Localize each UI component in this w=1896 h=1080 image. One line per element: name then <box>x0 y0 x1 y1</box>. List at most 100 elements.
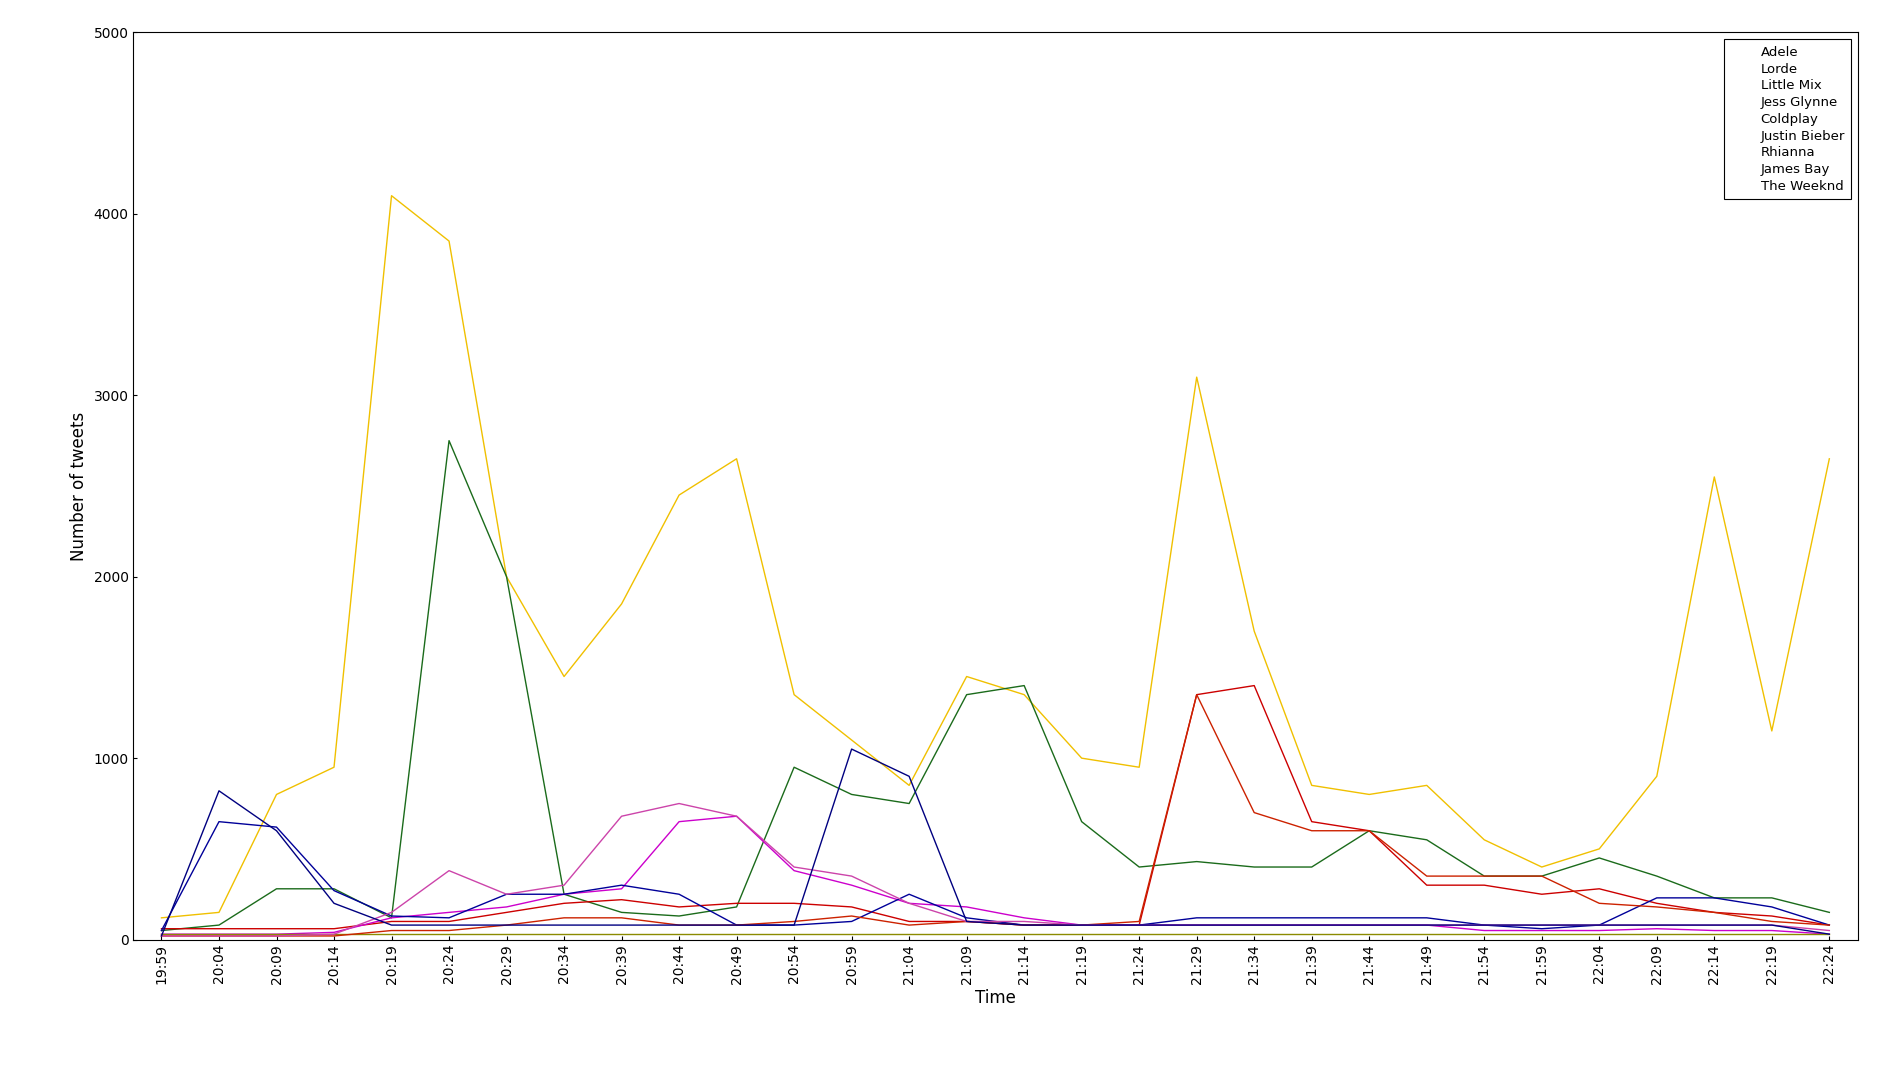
Little Mix <box>1185 688 1208 701</box>
Justin Bieber <box>1358 928 1380 941</box>
The Weeknd <box>897 770 920 783</box>
James Bay <box>1301 919 1323 932</box>
Justin Bieber <box>1414 928 1437 941</box>
Justin Bieber <box>611 928 633 941</box>
Jess Glynne <box>1587 924 1610 937</box>
James Bay <box>1242 919 1265 932</box>
Rhianna <box>438 924 461 937</box>
Little Mix <box>1012 919 1035 932</box>
Rhianna <box>1358 824 1380 837</box>
Adele <box>1012 688 1035 701</box>
Adele <box>956 670 978 683</box>
Justin Bieber <box>1473 928 1496 941</box>
James Bay <box>783 861 806 874</box>
Coldplay <box>552 888 574 901</box>
Little Mix <box>265 922 288 935</box>
Rhianna <box>265 930 288 943</box>
Rhianna <box>1128 915 1151 928</box>
Lorde <box>1301 861 1323 874</box>
Coldplay <box>724 919 747 932</box>
Jess Glynne <box>1759 924 1782 937</box>
James Bay <box>552 879 574 892</box>
Lorde <box>1128 861 1151 874</box>
James Bay <box>897 896 920 909</box>
Adele <box>1358 788 1380 801</box>
James Bay <box>1703 919 1725 932</box>
Lorde <box>1473 869 1496 882</box>
Justin Bieber <box>1530 928 1553 941</box>
Coldplay <box>1242 912 1265 924</box>
The Weeknd <box>379 919 402 932</box>
Jess Glynne <box>1818 928 1841 941</box>
James Bay <box>1414 919 1437 932</box>
Jess Glynne <box>1646 922 1668 935</box>
James Bay <box>667 797 690 810</box>
Coldplay <box>956 912 978 924</box>
Lorde <box>322 882 345 895</box>
Line: Lorde: Lorde <box>161 441 1830 931</box>
Jess Glynne <box>495 901 518 914</box>
Coldplay <box>611 879 633 892</box>
Coldplay <box>1414 912 1437 924</box>
Adele <box>1646 770 1668 783</box>
James Bay <box>1759 919 1782 932</box>
Jess Glynne <box>956 901 978 914</box>
Little Mix <box>1473 879 1496 892</box>
Justin Bieber <box>438 928 461 941</box>
Adele <box>667 488 690 501</box>
Jess Glynne <box>1473 924 1496 937</box>
Adele <box>1759 725 1782 738</box>
Lorde <box>667 909 690 922</box>
Adele <box>1818 453 1841 465</box>
Adele <box>783 688 806 701</box>
Coldplay <box>438 912 461 924</box>
Lorde <box>438 434 461 447</box>
The Weeknd <box>611 919 633 932</box>
The Weeknd <box>495 919 518 932</box>
Adele <box>379 189 402 202</box>
Justin Bieber <box>1759 928 1782 941</box>
Little Mix <box>1242 679 1265 692</box>
James Bay <box>1185 919 1208 932</box>
Coldplay <box>1358 912 1380 924</box>
Jess Glynne <box>379 912 402 924</box>
Adele <box>1473 834 1496 847</box>
The Weeknd <box>438 919 461 932</box>
James Bay <box>265 930 288 943</box>
Rhianna <box>322 930 345 943</box>
Rhianna <box>1301 824 1323 837</box>
The Weeknd <box>207 784 231 797</box>
The Weeknd <box>956 915 978 928</box>
Rhianna <box>840 909 863 922</box>
Coldplay <box>150 924 173 937</box>
Coldplay <box>1185 912 1208 924</box>
Little Mix <box>1301 815 1323 828</box>
Little Mix <box>897 915 920 928</box>
Little Mix <box>611 893 633 906</box>
Lorde <box>1012 679 1035 692</box>
Jess Glynne <box>1530 924 1553 937</box>
The Weeknd <box>840 743 863 756</box>
Lorde <box>1242 861 1265 874</box>
Adele <box>840 733 863 746</box>
Rhianna <box>956 915 978 928</box>
Justin Bieber <box>1818 928 1841 941</box>
Rhianna <box>1473 869 1496 882</box>
The Weeknd <box>1587 919 1610 932</box>
Rhianna <box>667 919 690 932</box>
Rhianna <box>379 924 402 937</box>
Little Mix <box>495 906 518 919</box>
The Weeknd <box>1012 919 1035 932</box>
Jess Glynne <box>783 864 806 877</box>
Little Mix <box>438 915 461 928</box>
Justin Bieber <box>1301 928 1323 941</box>
James Bay <box>1358 919 1380 932</box>
Rhianna <box>1414 869 1437 882</box>
Jess Glynne <box>1301 919 1323 932</box>
James Bay <box>1646 919 1668 932</box>
Coldplay <box>1473 919 1496 932</box>
James Bay <box>611 810 633 823</box>
Coldplay <box>379 909 402 922</box>
Coldplay <box>1128 919 1151 932</box>
Justin Bieber <box>552 928 574 941</box>
